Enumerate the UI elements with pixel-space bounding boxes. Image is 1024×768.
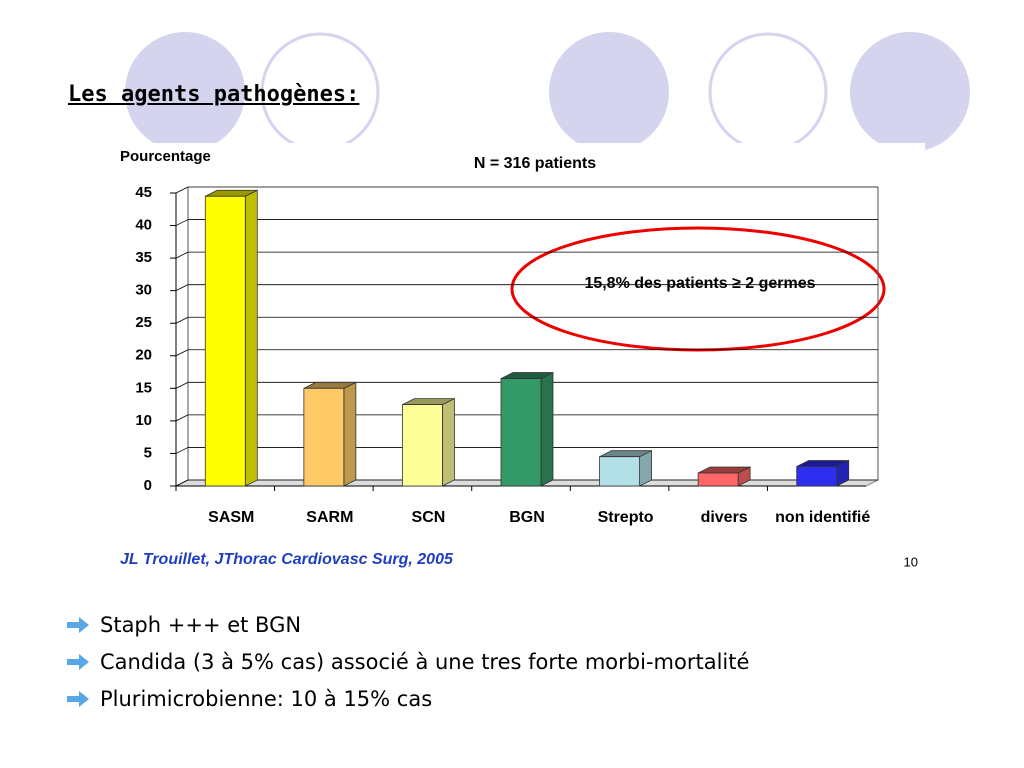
- bullet-arrow: [67, 616, 89, 633]
- chart-subtitle: N = 316 patients: [474, 155, 596, 172]
- y-tick-label: 20: [135, 347, 152, 364]
- wall-diagonal: [175, 316, 189, 324]
- bullet: Staph +++ et BGN: [66, 606, 749, 643]
- y-tick-label: 0: [144, 477, 152, 494]
- bar-side: [442, 397, 455, 487]
- wall-diagonal: [175, 381, 189, 389]
- y-tick-label: 30: [135, 282, 152, 299]
- bullet-arrow: [67, 653, 89, 670]
- bar: [599, 456, 640, 487]
- wall-diagonal: [175, 447, 189, 454]
- y-tick-label: 10: [135, 412, 152, 429]
- bar-side: [244, 189, 258, 487]
- y-tick-label: 15: [135, 379, 152, 396]
- bullet-list: Staph +++ et BGN Candida (3 à 5% cas) ass…: [66, 606, 749, 717]
- x-tick-label: SCN: [412, 509, 446, 526]
- bullet-text: Staph +++ et BGN: [100, 612, 302, 637]
- wall-diagonal: [175, 251, 189, 259]
- circle: [125, 32, 245, 152]
- bar: [796, 466, 838, 487]
- heading: Les agents pathogènes:: [68, 82, 360, 107]
- wall-diagonal: [175, 414, 189, 422]
- x-tick-label: BGN: [509, 509, 545, 526]
- y-tick-label: 45: [135, 184, 152, 201]
- bullet-text: Candida (3 à 5% cas) associé à une tres …: [100, 649, 750, 674]
- source: JL Trouillet, JThorac Cardiovasc Surg, 2…: [120, 551, 454, 568]
- wall-diagonal: [175, 219, 189, 226]
- circle: [549, 32, 669, 152]
- chart: Pourcentage N = 316 patients 15,8% des p…: [120, 148, 918, 569]
- bar: [402, 404, 443, 487]
- bar: [204, 195, 246, 487]
- y-tick-label: 40: [135, 217, 152, 234]
- x-tick-label: non identifié: [775, 509, 870, 526]
- x-tick-label: SARM: [306, 509, 353, 526]
- y-axis-label: Pourcentage: [120, 148, 211, 165]
- wall-diagonal: [175, 349, 189, 357]
- bullet-text: Plurimicrobienne: 10 à 15% cas: [100, 686, 433, 711]
- x-tick-label: Strepto: [598, 509, 654, 526]
- x-tick-label: SASM: [208, 509, 254, 526]
- bar: [500, 378, 542, 487]
- y-tick-label: 25: [135, 314, 152, 331]
- bullet-arrow: [67, 690, 89, 707]
- y-tick-label: 5: [144, 444, 152, 461]
- x-tick-label: divers: [701, 509, 748, 526]
- wall-diagonal: [175, 284, 189, 292]
- bullet: Candida (3 à 5% cas) associé à une tres …: [66, 643, 749, 680]
- bar-side: [343, 381, 357, 487]
- bar: [697, 472, 739, 487]
- annotation: 15,8% des patients ≥ 2 germes: [584, 275, 815, 292]
- wall-diagonal: [175, 479, 189, 487]
- bar: [303, 387, 345, 487]
- wall-diagonal: [175, 186, 189, 194]
- bullet: Plurimicrobienne: 10 à 15% cas: [66, 680, 749, 717]
- bar-side: [540, 371, 554, 487]
- page-number: 10: [904, 554, 918, 569]
- y-tick-label: 35: [135, 249, 152, 266]
- circle: [850, 32, 970, 152]
